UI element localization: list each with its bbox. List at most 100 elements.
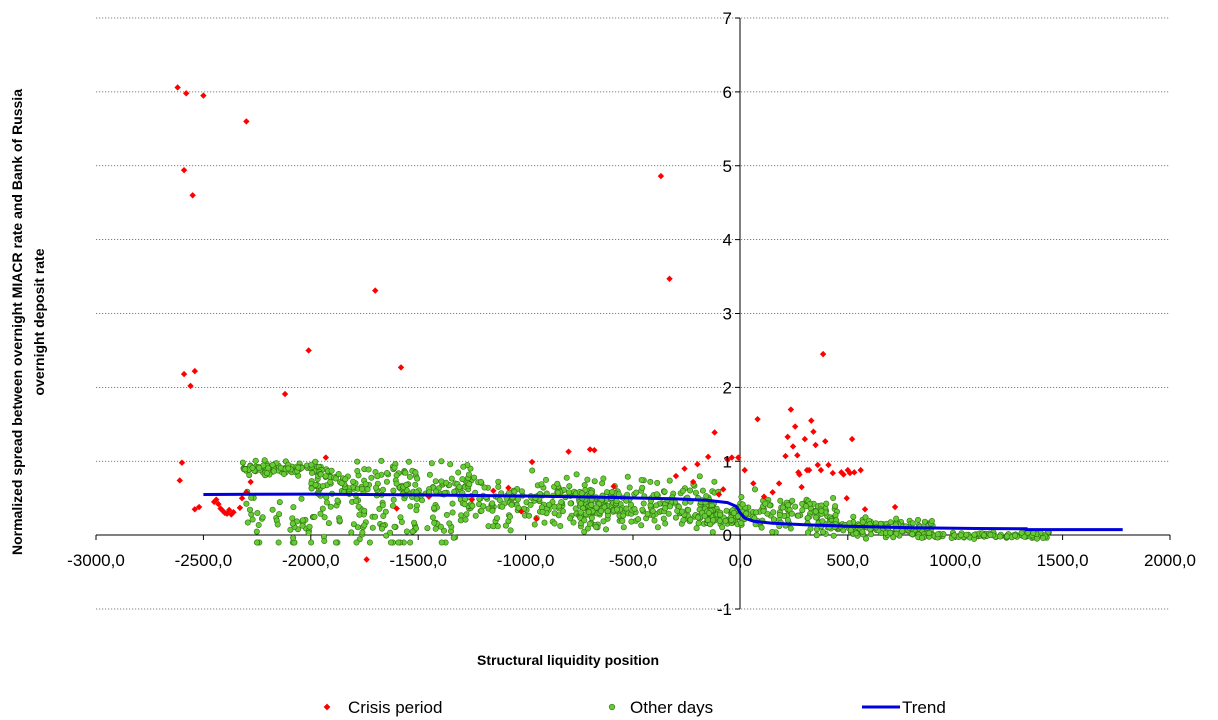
- point-other-days: [577, 500, 584, 507]
- point-other-days: [867, 531, 874, 538]
- point-other-days: [631, 505, 638, 512]
- point-crisis-period: [281, 390, 289, 398]
- point-crisis-period: [791, 423, 799, 430]
- x-tick-labels: -3000,0 -2500,0 -2000,0 -1500,0 -1000,0 -500,…: [67, 551, 1196, 570]
- point-other-days: [378, 457, 385, 464]
- point-crisis-period: [213, 496, 220, 503]
- point-other-days: [366, 539, 373, 546]
- point-crisis-period: [819, 350, 827, 358]
- point-other-days: [405, 458, 412, 465]
- point-other-days: [489, 507, 496, 514]
- point-crisis-period: [591, 446, 598, 454]
- x-tick-label: -2000,0: [282, 551, 340, 570]
- point-other-days: [328, 467, 335, 474]
- point-other-days: [256, 464, 263, 471]
- point-crisis-period: [838, 469, 845, 476]
- point-other-days: [529, 467, 536, 474]
- point-other-days: [581, 481, 588, 488]
- point-other-days: [383, 478, 390, 485]
- point-other-days: [588, 514, 595, 521]
- point-other-days: [508, 501, 515, 508]
- point-other-days: [276, 499, 283, 506]
- y-tick-label: 3: [723, 305, 732, 324]
- point-crisis-period: [814, 461, 821, 469]
- point-crisis-period: [176, 477, 183, 484]
- point-other-days: [674, 507, 681, 514]
- point-other-days: [495, 483, 502, 490]
- point-other-days: [620, 512, 627, 519]
- point-crisis-period: [187, 382, 194, 390]
- point-other-days: [308, 485, 315, 492]
- point-other-days: [239, 459, 246, 466]
- point-other-days: [447, 461, 454, 468]
- point-other-days: [566, 483, 573, 490]
- legend-marker-other-days: [608, 703, 616, 711]
- point-other-days: [393, 472, 400, 479]
- point-crisis-period: [681, 465, 688, 472]
- point-other-days: [350, 478, 357, 485]
- point-other-days: [361, 522, 368, 529]
- point-other-days: [743, 510, 750, 517]
- point-other-days: [639, 484, 646, 491]
- point-other-days: [461, 501, 468, 508]
- point-other-days: [252, 457, 259, 464]
- point-crisis-period: [891, 503, 899, 511]
- point-other-days: [335, 470, 342, 477]
- point-other-days: [305, 529, 312, 536]
- point-other-days: [290, 504, 297, 511]
- point-other-days: [694, 514, 701, 521]
- point-other-days: [710, 517, 717, 524]
- point-crisis-period: [851, 469, 858, 476]
- point-other-days: [728, 516, 735, 523]
- point-crisis-period: [817, 466, 825, 474]
- point-other-days: [1018, 529, 1025, 536]
- point-other-days: [609, 488, 616, 495]
- point-other-days: [409, 528, 416, 535]
- x-tick-label: 2000,0: [1144, 551, 1196, 570]
- point-other-days: [261, 457, 268, 464]
- point-other-days: [299, 517, 306, 524]
- point-crisis-period: [789, 443, 797, 450]
- point-other-days: [628, 518, 635, 525]
- point-other-days: [654, 479, 661, 486]
- point-other-days: [299, 522, 306, 529]
- point-other-days: [440, 527, 447, 534]
- point-other-days: [459, 476, 466, 483]
- point-crisis-period: [183, 90, 190, 97]
- point-crisis-period: [754, 415, 761, 423]
- legend-label-trend: Trend: [902, 698, 946, 717]
- y-tick-label: 4: [723, 231, 732, 250]
- point-crisis-period: [782, 452, 789, 460]
- point-other-days: [312, 458, 319, 465]
- point-crisis-period: [750, 480, 757, 487]
- point-other-days: [531, 521, 538, 528]
- point-other-days: [433, 488, 440, 495]
- point-other-days: [403, 481, 410, 488]
- point-other-days: [926, 530, 933, 537]
- point-other-days: [602, 526, 609, 533]
- y-tick-label: 2: [723, 378, 732, 397]
- point-crisis-period: [801, 435, 809, 443]
- point-other-days: [243, 500, 250, 507]
- point-other-days: [558, 499, 565, 506]
- point-other-days: [662, 505, 669, 512]
- point-other-days: [463, 511, 470, 518]
- point-other-days: [909, 531, 916, 538]
- point-crisis-period: [810, 428, 817, 435]
- point-other-days: [496, 496, 503, 503]
- point-other-days: [598, 508, 605, 515]
- point-other-days: [647, 478, 654, 485]
- point-other-days: [711, 478, 718, 485]
- point-other-days: [804, 529, 811, 536]
- point-other-days: [928, 517, 935, 524]
- point-crisis-period: [586, 446, 594, 453]
- point-other-days: [495, 478, 502, 485]
- point-other-days: [776, 511, 783, 518]
- point-crisis-period: [812, 441, 819, 449]
- point-other-days: [722, 517, 729, 524]
- point-other-days: [471, 474, 478, 481]
- point-crisis-period: [247, 478, 254, 486]
- point-other-days: [862, 535, 869, 542]
- point-other-days: [653, 491, 660, 498]
- point-other-days: [573, 471, 580, 478]
